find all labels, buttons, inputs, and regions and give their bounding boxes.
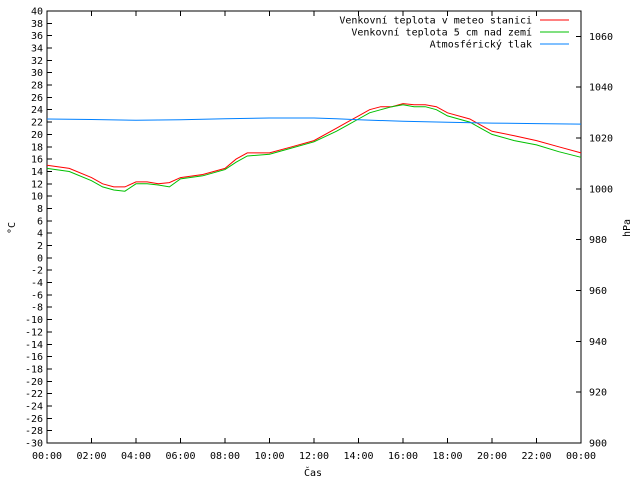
legend-label: Venkovní teplota 5 cm nad zemí <box>351 27 532 39</box>
y-tick-label: -26 <box>25 414 43 425</box>
y-tick-label: 32 <box>31 56 43 67</box>
legend-label: Atmosférický tlak <box>430 39 532 51</box>
y2-tick-label: 960 <box>589 286 607 297</box>
y-tick-label: 38 <box>31 19 43 30</box>
x-tick-label: 00:00 <box>566 451 596 462</box>
y-axis-ticks: 4038363432302826242220181614121086420-2-… <box>25 7 52 450</box>
y-tick-label: -16 <box>25 352 43 363</box>
y2-tick-label: 1020 <box>589 134 613 145</box>
y-tick-label: 28 <box>31 81 43 92</box>
y-tick-label: -18 <box>25 364 43 375</box>
x-tick-label: 14:00 <box>343 451 373 462</box>
legend-label: Venkovní teplota v meteo stanici <box>339 15 532 27</box>
y-tick-label: -8 <box>31 303 43 314</box>
y-tick-label: 26 <box>31 93 43 104</box>
y-tick-label: 0 <box>37 253 43 264</box>
y-tick-label: -22 <box>25 389 43 400</box>
y2-tick-label: 1040 <box>589 83 613 94</box>
y-tick-label: 2 <box>37 241 43 252</box>
y-tick-label: 12 <box>31 179 43 190</box>
x-tick-label: 00:00 <box>32 451 62 462</box>
y-tick-label: 6 <box>37 216 43 227</box>
x-tick-label: 16:00 <box>388 451 418 462</box>
y-tick-label: -6 <box>31 290 43 301</box>
y-tick-label: 24 <box>31 105 43 116</box>
y-tick-label: 18 <box>31 142 43 153</box>
y-tick-label: 36 <box>31 31 43 42</box>
y-axis-label: °C <box>7 222 18 234</box>
y-tick-label: 40 <box>31 7 43 18</box>
x-tick-label: 18:00 <box>432 451 462 462</box>
y-tick-label: 8 <box>37 204 43 215</box>
series-lines <box>46 103 582 192</box>
x-tick-label: 06:00 <box>165 451 195 462</box>
y-tick-label: -24 <box>25 401 43 412</box>
y-tick-label: 34 <box>31 44 43 55</box>
x-tick-label: 10:00 <box>254 451 284 462</box>
x-tick-label: 04:00 <box>121 451 151 462</box>
y2-axis-ticks: 1060 1040 1020 1000 980 960 940 920 900 <box>576 32 613 450</box>
y-tick-label: 30 <box>31 68 43 79</box>
y2-tick-label: 920 <box>589 388 607 399</box>
x-tick-label: 02:00 <box>76 451 106 462</box>
legend: Venkovní teplota v meteo staniciVenkovní… <box>339 15 569 51</box>
y-tick-label: -4 <box>31 278 43 289</box>
y-tick-label: 16 <box>31 155 43 166</box>
y-tick-label: 20 <box>31 130 43 141</box>
y2-tick-label: 940 <box>589 337 607 348</box>
y-tick-label: -2 <box>31 266 43 277</box>
y-tick-label: 10 <box>31 192 43 203</box>
y-tick-label: -14 <box>25 340 43 351</box>
x-tick-label: 12:00 <box>299 451 329 462</box>
plot-border <box>46 10 582 444</box>
y-tick-label: -30 <box>25 439 43 450</box>
y2-tick-label: 980 <box>589 235 607 246</box>
y-tick-label: 22 <box>31 118 43 129</box>
y-tick-label: -20 <box>25 377 43 388</box>
y-tick-label: 4 <box>37 229 43 240</box>
x-tick-label: 08:00 <box>210 451 240 462</box>
x-axis-label: Čas <box>304 466 322 479</box>
y-tick-label: -28 <box>25 426 43 437</box>
y2-tick-label: 1060 <box>589 32 613 43</box>
y-tick-label: -10 <box>25 315 43 326</box>
series-line-0 <box>46 103 582 188</box>
x-tick-label: 20:00 <box>477 451 507 462</box>
y2-tick-label: 900 <box>589 439 607 450</box>
plot-area <box>46 10 582 444</box>
y-tick-label: -12 <box>25 327 43 338</box>
series-line-2 <box>46 117 582 125</box>
y-tick-label: 14 <box>31 167 43 178</box>
y2-tick-label: 1000 <box>589 184 613 195</box>
x-axis-ticks: 00:00 02:00 04:00 06:00 08:00 10:00 12:00 14:00… <box>32 11 596 462</box>
x-tick-label: 22:00 <box>521 451 551 462</box>
y2-axis-label: hPa <box>622 219 633 237</box>
